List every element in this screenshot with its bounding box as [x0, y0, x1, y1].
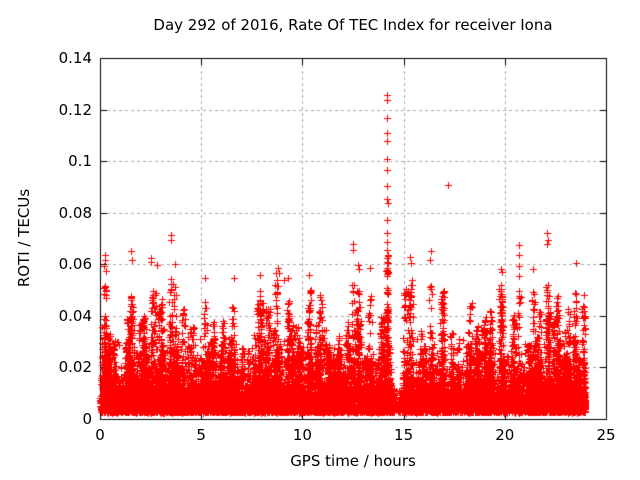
x-axis-label: GPS time / hours: [290, 452, 416, 470]
x-tick-label: 25: [596, 426, 616, 444]
y-tick-label: 0: [82, 410, 92, 428]
x-tick-label: 0: [95, 426, 105, 444]
y-tick-label: 0.12: [58, 100, 92, 119]
y-tick-label: 0.08: [58, 203, 92, 222]
x-tick-label: 5: [196, 426, 206, 444]
y-axis-label: ROTI / TECUs: [15, 188, 33, 288]
chart-title: Day 292 of 2016, Rate Of TEC Index for r…: [153, 16, 553, 34]
x-tick-label: 20: [495, 426, 515, 444]
y-tick-label: 0.1: [68, 152, 92, 171]
y-tick-label: 0.06: [58, 255, 92, 274]
x-tick-label: 15: [394, 426, 414, 444]
y-tick-label: 0.14: [58, 49, 92, 67]
y-tick-label: 0.02: [58, 358, 92, 377]
y-tick-label: 0.04: [58, 306, 92, 325]
x-tick-label: 10: [292, 426, 312, 444]
